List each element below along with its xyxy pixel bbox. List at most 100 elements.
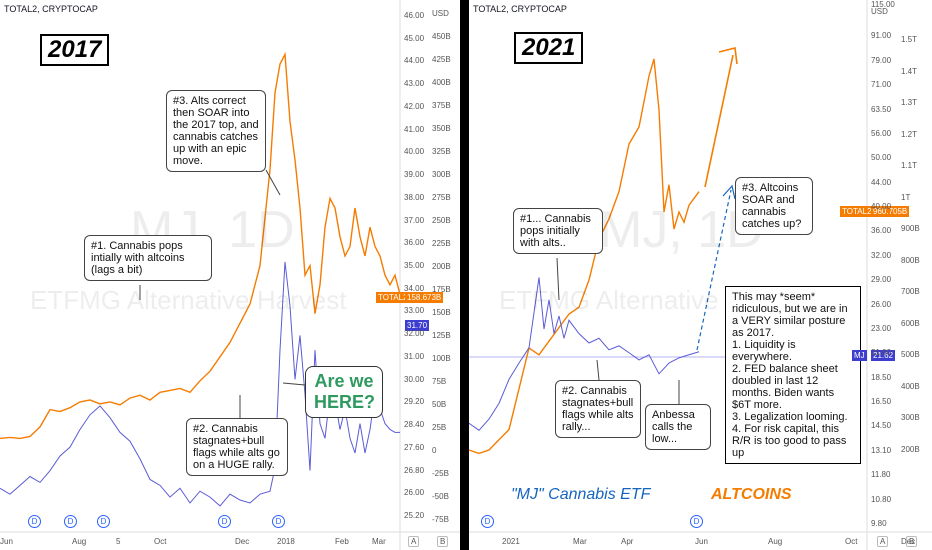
time-tick: Apr	[621, 537, 634, 546]
watermark-small: ETFMG Alternative H	[499, 285, 745, 315]
price-tick: 42.00	[404, 101, 425, 111]
price-tick: 91.00	[871, 31, 892, 41]
price-tick: 40.00	[404, 147, 425, 157]
chart-canvas-2021[interactable]	[469, 0, 932, 550]
mj-line	[469, 277, 700, 431]
cap-tick: 1T	[901, 192, 911, 202]
cap-tick: 100B	[432, 354, 451, 363]
mj-legend-tag: "MJ" Cannabis ETF	[511, 486, 651, 503]
projection-arrowhead	[722, 184, 736, 200]
dividend-badge[interactable]: D	[690, 515, 703, 528]
time-tick: Dec	[235, 537, 250, 546]
price-tick: 44.00	[404, 56, 425, 66]
price-tick: 44.00	[871, 177, 892, 187]
price-tick: 41.00	[404, 124, 425, 134]
callout-pointer	[265, 169, 281, 196]
time-tick: 2018	[277, 537, 295, 546]
cap-tick: -75B	[432, 515, 449, 524]
cap-tick: 0	[432, 446, 437, 455]
log-scale-button[interactable]: B	[906, 536, 918, 547]
total2-value: 158.673B	[405, 292, 444, 303]
top-tick: 115.00	[871, 0, 895, 9]
note-line: 3. Legalization looming.	[732, 411, 848, 423]
price-tick: 28.40	[404, 420, 425, 430]
callout-pointer	[282, 382, 306, 386]
callout-3: #3. Altcoins SOAR and cannabis catches u…	[735, 177, 813, 235]
price-tick: 79.00	[871, 55, 892, 65]
price-tick: 18.50	[871, 372, 892, 382]
cap-tick: 375B	[432, 101, 451, 110]
dividend-badge[interactable]: D	[97, 515, 110, 528]
note-line: 2. FED balance sheet doubled in last 12 …	[732, 363, 838, 411]
cap-tick: 700B	[901, 287, 920, 297]
total2-value: 960.705B	[871, 206, 910, 217]
mj-tag: MJ	[852, 350, 867, 361]
price-tick: 39.00	[404, 170, 425, 180]
price-tick: 32.00	[871, 250, 892, 260]
price-tick: 32.00	[404, 329, 425, 339]
total2-tag: TOTAL2	[376, 292, 410, 303]
symbol-label: TOTAL2, CRYPTOCAP	[4, 4, 98, 14]
price-tick: 63.50	[871, 104, 892, 114]
price-tick: 31.00	[404, 351, 425, 361]
cap-tick: 200B	[901, 445, 920, 454]
price-tick: 27.60	[404, 442, 425, 452]
dividend-badge[interactable]: D	[28, 515, 41, 528]
price-tick: 23.00	[871, 323, 892, 333]
auto-scale-button[interactable]: A	[877, 536, 889, 547]
time-tick: Mar	[372, 537, 386, 546]
dividend-badge[interactable]: D	[64, 515, 77, 528]
cap-tick: 1.4T	[901, 66, 918, 76]
time-tick: Feb	[335, 537, 349, 546]
price-tick: 14.50	[871, 421, 892, 431]
time-tick: Aug	[768, 537, 783, 546]
price-tick: 38.00	[404, 192, 425, 202]
pane-divider[interactable]	[460, 0, 469, 550]
price-tick: 40.00	[871, 202, 892, 212]
cap-tick: 250B	[432, 216, 451, 225]
time-tick: Jun	[695, 537, 708, 546]
cap-tick: 400B	[432, 78, 451, 87]
callout-pointer	[556, 257, 560, 301]
callout-1: #1. Cannabis pops intially with altcoins…	[84, 235, 212, 281]
mj-line	[0, 261, 400, 507]
cap-tick: 350B	[432, 124, 451, 133]
price-tick: 36.00	[871, 226, 892, 236]
time-tick: 5	[116, 537, 121, 546]
dividend-badge[interactable]: D	[272, 515, 285, 528]
chart-pane-2021[interactable]: TOTAL2, CRYPTOCAP 2021 MJ, 1D ETFMG Alte…	[469, 0, 932, 550]
price-tick: 46.00	[404, 11, 425, 20]
price-tick: 50.00	[871, 153, 892, 163]
price-tick: 13.10	[871, 445, 892, 455]
note-box: This may *seem* ridiculous, but we are i…	[725, 286, 861, 464]
price-tick: 37.00	[404, 215, 425, 225]
watermark-small: ETFMG Alternative Harvest	[30, 285, 347, 315]
price-tick: 9.80	[871, 519, 887, 528]
log-scale-button[interactable]: B	[437, 536, 449, 547]
projection-arrowhead	[718, 47, 738, 65]
price-tick: 25.20	[404, 511, 425, 520]
cap-tick: 25B	[432, 423, 447, 432]
time-tick: Oct	[845, 537, 858, 546]
cap-tick: 125B	[432, 331, 451, 340]
auto-scale-button[interactable]: A	[408, 536, 420, 547]
time-tick: 2021	[502, 537, 520, 546]
year-label: 2017	[40, 34, 110, 66]
cap-tick: 1.2T	[901, 129, 918, 139]
mj-value: 21.62	[871, 350, 896, 361]
chart-pane-2017[interactable]: TOTAL2, CRYPTOCAP 2017 MJ, 1D ETFMG Alte…	[0, 0, 460, 550]
cap-tick: 400B	[901, 381, 920, 391]
cap-tick: 1.3T	[901, 98, 918, 108]
cap-tick: 425B	[432, 55, 451, 64]
price-tick: 29.20	[404, 397, 425, 407]
total2-line	[0, 51, 401, 440]
note-line: 1. Liquidity is everywhere.	[732, 339, 796, 363]
price-tick: 26.00	[871, 299, 892, 309]
year-label: 2021	[514, 32, 584, 64]
cap-tick: 900B	[901, 224, 920, 234]
chart-canvas-2017[interactable]	[0, 0, 460, 550]
note-line: This may *seem* ridiculous, but we are i…	[732, 291, 848, 339]
dividend-badge[interactable]: D	[481, 515, 494, 528]
dividend-badge[interactable]: D	[218, 515, 231, 528]
price-tick: 34.00	[404, 283, 425, 293]
